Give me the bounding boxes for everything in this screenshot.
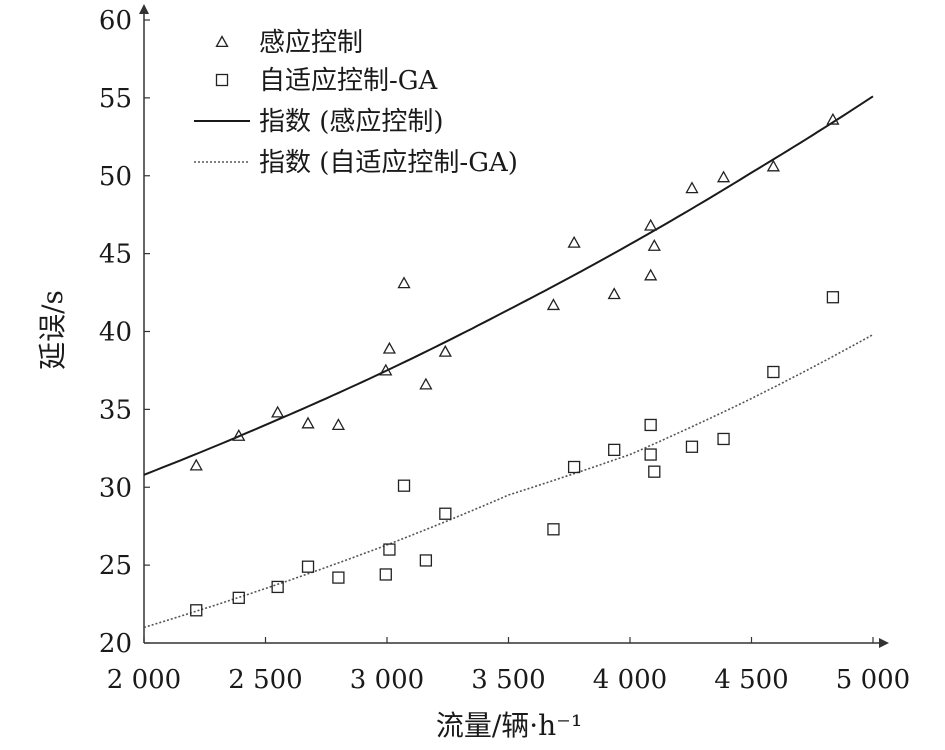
triangle-point [189, 458, 203, 471]
legend-square-swatch [215, 73, 229, 87]
y-tick-label: 55 [99, 84, 132, 114]
square-point [271, 580, 284, 594]
series-1-points [190, 291, 840, 617]
square-point [644, 418, 657, 432]
x-tick-label: 2 500 [228, 665, 302, 695]
triangle-point [271, 405, 285, 418]
square-point [301, 560, 315, 573]
square-point [383, 543, 396, 556]
square-point [567, 460, 581, 474]
square-point [439, 507, 452, 520]
legend-triangle-swatch [215, 35, 229, 48]
y-tick-label: 45 [99, 240, 132, 270]
square-point [717, 432, 730, 446]
x-tick-label: 5 000 [836, 665, 910, 695]
x-tick-label: 4 000 [593, 665, 667, 695]
y-tick-label: 50 [99, 162, 132, 192]
x-tick-label: 3 000 [350, 665, 424, 695]
triangle-point [379, 363, 393, 376]
triangle-point [766, 159, 780, 172]
y-tick-label: 30 [99, 473, 132, 503]
square-point [232, 591, 245, 604]
square-point [685, 440, 699, 453]
square-point [648, 465, 661, 478]
trendlines [143, 95, 874, 629]
y-axis-title: 延误/s [36, 290, 69, 370]
y-axis-arrow [139, 4, 149, 14]
square-point [332, 571, 345, 584]
triangle-point [644, 268, 658, 281]
legend-label: 感应控制 [259, 28, 363, 58]
y-tick-label: 25 [99, 551, 132, 581]
axes [139, 4, 889, 648]
square-point [397, 479, 411, 492]
triangle-point [301, 416, 315, 429]
triangle-point [397, 276, 411, 289]
square-point [547, 523, 560, 536]
y-tick-label: 20 [99, 629, 132, 659]
triangle-point [685, 181, 699, 194]
triangle-point [567, 235, 581, 248]
y-tick-label: 60 [99, 6, 132, 36]
data-points [189, 112, 840, 617]
triangle-point [232, 429, 246, 441]
triangle-point [546, 298, 561, 311]
legend-label: 自适应控制-GA [259, 66, 439, 96]
x-axis-arrow [879, 638, 889, 648]
x-tick-label: 2 000 [107, 665, 181, 695]
triangle-point [607, 287, 621, 300]
tick-labels: 2 000 2 500 3 000 3 500 4 000 4 500 5 000 20 25 3… [99, 6, 910, 695]
trendline-3 [143, 333, 874, 629]
triangle-point [644, 218, 658, 231]
triangle-point [438, 344, 452, 357]
legend-label: 指数 (自适应控制-GA) [259, 148, 518, 178]
series-0-points [189, 112, 840, 471]
triangle-point [716, 170, 731, 183]
x-tick-label: 4 500 [714, 665, 788, 695]
y-tick-label: 35 [99, 395, 132, 425]
legend-label: 指数 (感应控制) [259, 107, 444, 137]
triangle-point [419, 377, 433, 390]
triangle-point [382, 341, 397, 354]
square-point [826, 291, 840, 304]
square-point [644, 448, 657, 461]
triangle-point [647, 238, 661, 251]
square-point [608, 443, 621, 457]
square-point [190, 604, 203, 617]
triangle-point [331, 418, 346, 430]
square-point [767, 365, 780, 379]
y-tick-label: 40 [99, 318, 132, 348]
square-point [379, 568, 392, 581]
triangle-point [826, 112, 840, 125]
x-axis-title: 流量/辆·h⁻¹ [436, 709, 582, 742]
x-tick-label: 3 500 [471, 665, 545, 695]
trendline-2 [143, 95, 874, 476]
square-point [419, 554, 433, 567]
